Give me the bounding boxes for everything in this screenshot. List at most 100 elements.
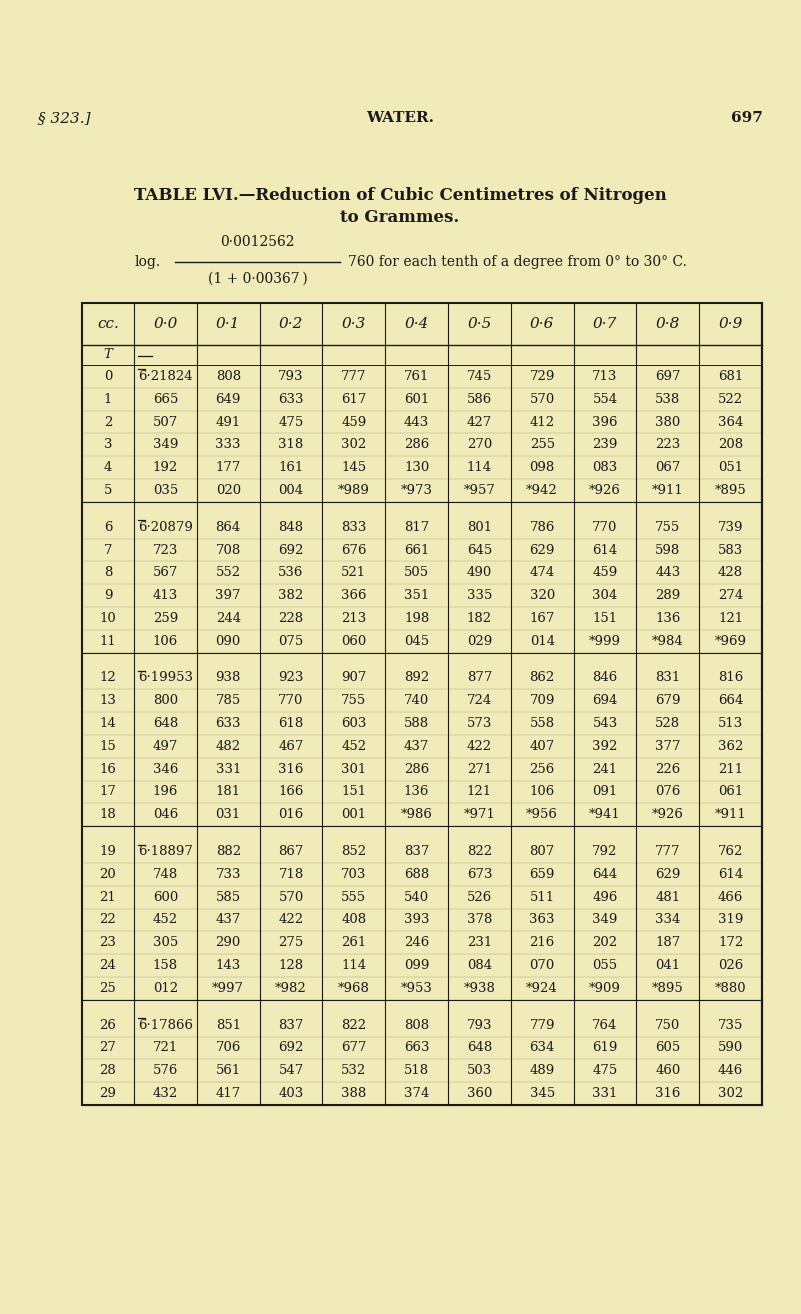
- Text: 290: 290: [215, 937, 241, 949]
- Text: 708: 708: [215, 544, 241, 557]
- Text: *895: *895: [714, 484, 747, 497]
- Text: 427: 427: [467, 415, 492, 428]
- Text: 6: 6: [104, 520, 112, 533]
- Text: 786: 786: [529, 520, 555, 533]
- Text: 22: 22: [99, 913, 116, 926]
- Text: *997: *997: [212, 982, 244, 995]
- Text: 679: 679: [655, 694, 681, 707]
- Text: 136: 136: [404, 786, 429, 799]
- Text: 852: 852: [341, 845, 366, 858]
- Text: 540: 540: [404, 891, 429, 904]
- Text: 345: 345: [529, 1087, 555, 1100]
- Text: 822: 822: [341, 1018, 366, 1031]
- Text: 808: 808: [404, 1018, 429, 1031]
- Text: *999: *999: [589, 635, 621, 648]
- Text: 14: 14: [99, 717, 116, 731]
- Text: 031: 031: [215, 808, 241, 821]
- Text: 0·2: 0·2: [279, 317, 304, 331]
- Text: 697: 697: [655, 371, 681, 382]
- Text: 750: 750: [655, 1018, 680, 1031]
- Text: 20: 20: [99, 869, 116, 880]
- Text: T: T: [103, 348, 112, 361]
- Text: *973: *973: [400, 484, 433, 497]
- Text: 793: 793: [278, 371, 304, 382]
- Text: 422: 422: [279, 913, 304, 926]
- Text: 617: 617: [341, 393, 367, 406]
- Text: 3: 3: [104, 439, 112, 451]
- Text: 382: 382: [279, 589, 304, 602]
- Text: 629: 629: [655, 869, 681, 880]
- Text: 496: 496: [592, 891, 618, 904]
- Text: 187: 187: [655, 937, 680, 949]
- Text: 460: 460: [655, 1064, 680, 1077]
- Text: 151: 151: [341, 786, 366, 799]
- Text: 547: 547: [279, 1064, 304, 1077]
- Text: 481: 481: [655, 891, 680, 904]
- Text: *968: *968: [338, 982, 370, 995]
- Text: 676: 676: [341, 544, 367, 557]
- Text: 128: 128: [279, 959, 304, 972]
- Text: 605: 605: [655, 1042, 680, 1055]
- Text: 029: 029: [467, 635, 492, 648]
- Text: 801: 801: [467, 520, 492, 533]
- Text: 346: 346: [153, 762, 178, 775]
- Text: 709: 709: [529, 694, 555, 707]
- Text: 474: 474: [529, 566, 555, 579]
- Text: 084: 084: [467, 959, 492, 972]
- Text: § 323.]: § 323.]: [38, 110, 91, 125]
- Text: 864: 864: [215, 520, 241, 533]
- Text: *880: *880: [714, 982, 747, 995]
- Text: 867: 867: [278, 845, 304, 858]
- Text: 396: 396: [592, 415, 618, 428]
- Text: 800: 800: [153, 694, 178, 707]
- Text: 522: 522: [718, 393, 743, 406]
- Text: 244: 244: [215, 612, 241, 625]
- Text: 713: 713: [592, 371, 618, 382]
- Text: 831: 831: [655, 671, 680, 685]
- Text: 536: 536: [278, 566, 304, 579]
- Text: 208: 208: [718, 439, 743, 451]
- Text: 6·19953: 6·19953: [138, 671, 193, 685]
- Text: 466: 466: [718, 891, 743, 904]
- Text: 833: 833: [341, 520, 367, 533]
- Text: 289: 289: [655, 589, 680, 602]
- Text: 807: 807: [529, 845, 555, 858]
- Text: *926: *926: [652, 808, 684, 821]
- Text: 0: 0: [104, 371, 112, 382]
- Text: 333: 333: [215, 439, 241, 451]
- Text: 259: 259: [153, 612, 178, 625]
- Text: 23: 23: [99, 937, 116, 949]
- Text: 351: 351: [404, 589, 429, 602]
- Text: 6·21824: 6·21824: [138, 371, 193, 382]
- Text: 316: 316: [655, 1087, 681, 1100]
- Text: 614: 614: [718, 869, 743, 880]
- Text: 761: 761: [404, 371, 429, 382]
- Text: 467: 467: [278, 740, 304, 753]
- Text: 166: 166: [278, 786, 304, 799]
- Text: 507: 507: [153, 415, 178, 428]
- Text: *989: *989: [338, 484, 370, 497]
- Text: 216: 216: [529, 937, 555, 949]
- Text: 573: 573: [467, 717, 492, 731]
- Text: 745: 745: [467, 371, 492, 382]
- Text: 286: 286: [404, 762, 429, 775]
- Text: 739: 739: [718, 520, 743, 533]
- Text: 634: 634: [529, 1042, 555, 1055]
- Text: 16: 16: [99, 762, 116, 775]
- Text: 446: 446: [718, 1064, 743, 1077]
- Text: 570: 570: [279, 891, 304, 904]
- Text: 196: 196: [153, 786, 178, 799]
- Text: 413: 413: [153, 589, 178, 602]
- Text: 055: 055: [593, 959, 618, 972]
- Text: 846: 846: [593, 671, 618, 685]
- Text: 192: 192: [153, 461, 178, 474]
- Text: 882: 882: [215, 845, 241, 858]
- Text: 793: 793: [467, 1018, 492, 1031]
- Text: 688: 688: [404, 869, 429, 880]
- Text: 538: 538: [655, 393, 680, 406]
- Text: 067: 067: [655, 461, 681, 474]
- Text: *911: *911: [652, 484, 684, 497]
- Text: 877: 877: [467, 671, 492, 685]
- Text: 198: 198: [404, 612, 429, 625]
- Text: 26: 26: [99, 1018, 116, 1031]
